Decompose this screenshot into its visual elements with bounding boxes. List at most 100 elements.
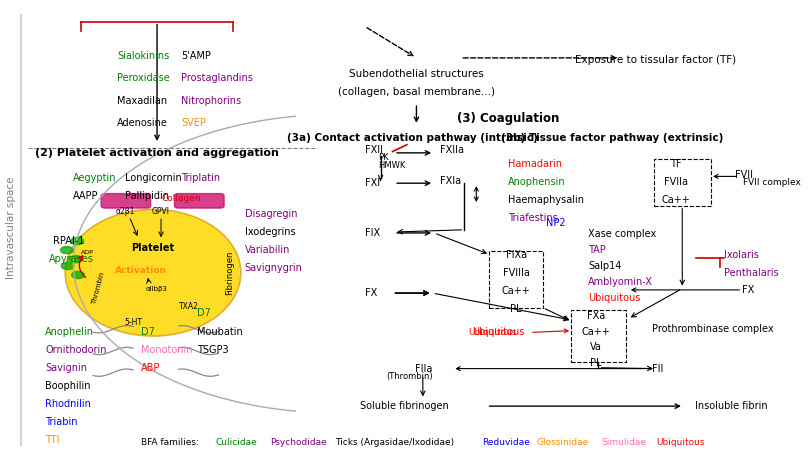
Text: (3b) Tissue factor pathway (extrinsic): (3b) Tissue factor pathway (extrinsic) — [501, 133, 723, 143]
Text: Ca++: Ca++ — [502, 286, 531, 296]
Text: Ca++: Ca++ — [662, 195, 690, 205]
Text: Sialokinins: Sialokinins — [117, 51, 170, 61]
Text: Prothrombinase complex: Prothrombinase complex — [652, 324, 773, 334]
Text: TAP: TAP — [588, 245, 606, 255]
Text: Apyrases: Apyrases — [49, 254, 95, 264]
Text: Intravascular space: Intravascular space — [6, 176, 16, 279]
Text: Moubatin: Moubatin — [197, 327, 242, 337]
Text: Salp14: Salp14 — [588, 261, 621, 271]
Text: FVII complex: FVII complex — [743, 178, 801, 187]
Text: Pallipidin: Pallipidin — [125, 191, 169, 201]
Ellipse shape — [65, 209, 241, 336]
Text: Fibrinogen: Fibrinogen — [225, 251, 234, 295]
Text: Disagregin: Disagregin — [245, 209, 297, 219]
Text: TF: TF — [670, 159, 682, 169]
Text: 5-HT: 5-HT — [124, 318, 142, 327]
Text: PK: PK — [378, 153, 389, 162]
Text: Penthalaris: Penthalaris — [724, 268, 778, 278]
Text: FVII: FVII — [734, 171, 753, 181]
Text: FIIa: FIIa — [415, 364, 432, 374]
Text: Culicidae: Culicidae — [216, 438, 258, 447]
Text: FX: FX — [364, 288, 377, 298]
Text: αIIbβ3: αIIbβ3 — [146, 286, 168, 292]
Text: FXa: FXa — [587, 311, 605, 321]
Text: (3a) Contact activation pathway (intrinsic): (3a) Contact activation pathway (intrins… — [287, 133, 538, 143]
Text: Ornithodorin: Ornithodorin — [45, 344, 107, 354]
Text: Boophilin: Boophilin — [45, 381, 90, 391]
Text: (collagen, basal membrane...): (collagen, basal membrane...) — [338, 87, 495, 97]
Text: Haemaphysalin: Haemaphysalin — [508, 195, 584, 205]
Text: Savignin: Savignin — [45, 363, 87, 373]
Text: Xase complex: Xase complex — [588, 229, 656, 239]
Text: Variabilin: Variabilin — [245, 245, 290, 255]
Text: PL: PL — [511, 304, 522, 314]
Text: Ubiquitous: Ubiquitous — [473, 327, 524, 337]
Text: FX: FX — [742, 285, 754, 295]
Circle shape — [71, 238, 83, 245]
Text: Thrombin: Thrombin — [91, 272, 106, 305]
Text: Aegyptin: Aegyptin — [74, 173, 116, 183]
Text: Ixodegrins: Ixodegrins — [245, 227, 296, 237]
Text: Amblyomin-X: Amblyomin-X — [588, 277, 653, 287]
Text: Va: Va — [590, 342, 602, 352]
Text: FIXa: FIXa — [506, 250, 527, 260]
Text: ADP: ADP — [82, 250, 94, 255]
Text: Anophelin: Anophelin — [45, 327, 95, 337]
Text: TXA2: TXA2 — [179, 302, 199, 311]
Text: Ticks (Argasidae/Ixodidae): Ticks (Argasidae/Ixodidae) — [335, 438, 454, 447]
Text: Activation: Activation — [115, 266, 167, 275]
FancyBboxPatch shape — [101, 193, 150, 208]
Text: Simulidae: Simulidae — [602, 438, 646, 447]
Text: Soluble fibrinogen: Soluble fibrinogen — [360, 401, 449, 411]
Text: Anophensin: Anophensin — [508, 177, 566, 187]
Text: AAPP: AAPP — [74, 191, 99, 201]
Text: (2) Platelet activation and aggregation: (2) Platelet activation and aggregation — [35, 148, 279, 158]
Text: Peroxidase: Peroxidase — [117, 73, 170, 83]
Circle shape — [61, 263, 74, 269]
Text: Hamadarin: Hamadarin — [508, 159, 562, 169]
Text: Glossinidae: Glossinidae — [537, 438, 589, 447]
Text: Monotonin: Monotonin — [141, 344, 192, 354]
Text: Platelet: Platelet — [132, 243, 175, 253]
Text: Psychodidae: Psychodidae — [270, 438, 326, 447]
Text: Reduvidae: Reduvidae — [482, 438, 530, 447]
Text: HMWK: HMWK — [378, 161, 406, 170]
Text: (3) Coagulation: (3) Coagulation — [457, 112, 559, 126]
Text: Ubiquitous: Ubiquitous — [468, 328, 516, 337]
Text: Insoluble fibrin: Insoluble fibrin — [696, 401, 768, 411]
Text: Ubiquitous: Ubiquitous — [656, 438, 705, 447]
Text: FXII: FXII — [364, 145, 382, 155]
Text: Ixolaris: Ixolaris — [724, 250, 759, 260]
Text: FVIIa: FVIIa — [664, 177, 688, 187]
Text: TSGP3: TSGP3 — [197, 344, 229, 354]
Text: ABP: ABP — [141, 363, 161, 373]
Text: Exposure to tissular factor (TF): Exposure to tissular factor (TF) — [575, 55, 736, 65]
Text: Rhodnilin: Rhodnilin — [45, 399, 91, 409]
Text: SVEP: SVEP — [181, 118, 206, 128]
Text: Ubiquitous: Ubiquitous — [588, 293, 641, 303]
Text: Nitrophorins: Nitrophorins — [181, 96, 241, 106]
Text: Adenosine: Adenosine — [117, 118, 168, 128]
Text: Triabin: Triabin — [45, 417, 78, 427]
Text: Ca++: Ca++ — [582, 327, 610, 337]
Text: Triplatin: Triplatin — [181, 173, 220, 183]
Text: Subendothelial structures: Subendothelial structures — [349, 69, 484, 79]
Text: TTI: TTI — [45, 435, 60, 445]
Text: FXI: FXI — [364, 178, 380, 188]
FancyBboxPatch shape — [175, 193, 224, 208]
Circle shape — [69, 256, 82, 263]
Text: BFA families:: BFA families: — [141, 438, 199, 447]
Text: NP2: NP2 — [546, 218, 566, 228]
Text: FXIa: FXIa — [440, 176, 461, 186]
Text: PL: PL — [591, 358, 602, 368]
Text: FXIIa: FXIIa — [440, 145, 465, 155]
Text: FVIIIa: FVIIIa — [503, 268, 530, 278]
Text: 5'AMP: 5'AMP — [181, 51, 211, 61]
Text: Prostaglandins: Prostaglandins — [181, 73, 253, 83]
Text: RPAI-1: RPAI-1 — [53, 236, 85, 246]
Text: FIX: FIX — [364, 228, 380, 238]
Text: Triafestins: Triafestins — [508, 213, 558, 223]
Text: Longicornin: Longicornin — [125, 173, 182, 183]
Text: FII: FII — [652, 364, 663, 374]
Text: Savignygrin: Savignygrin — [245, 263, 303, 273]
